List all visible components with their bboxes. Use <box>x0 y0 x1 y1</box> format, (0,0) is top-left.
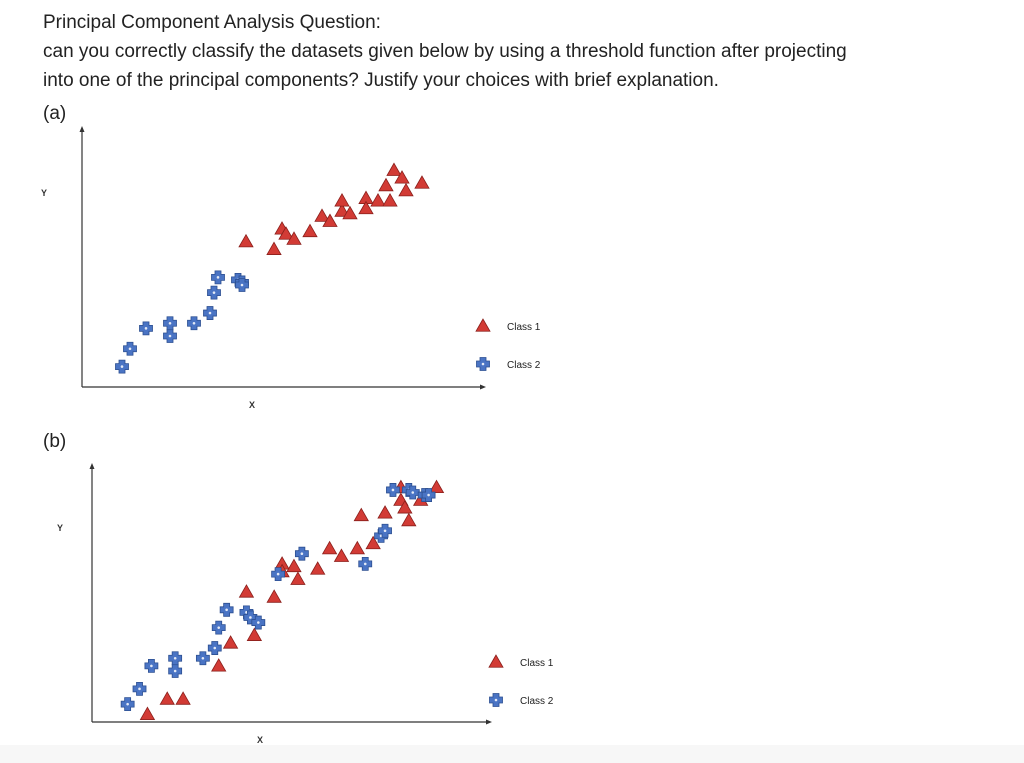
class-1-point-b <box>377 505 393 519</box>
class-1-point-b <box>286 558 302 573</box>
class-1-point-b <box>321 540 338 555</box>
class-2-point-b <box>386 483 400 497</box>
class-2-point-b <box>358 557 373 571</box>
question-line-1: can you correctly classify the datasets … <box>43 41 847 62</box>
class-1-point-b <box>175 691 191 705</box>
class-1-point-a <box>414 175 430 189</box>
class-2-point-a <box>203 306 217 320</box>
class-2-point-b <box>168 664 183 678</box>
class-2-point-b <box>120 697 135 712</box>
series-class-1-a <box>238 162 430 255</box>
class-2-point-b <box>195 651 210 666</box>
class-2-point-a <box>115 359 129 374</box>
series-class-1-b <box>139 479 445 720</box>
class-1-point-b <box>238 584 255 598</box>
class-2-point-a <box>211 270 225 285</box>
class-2-point-b <box>271 567 286 581</box>
y-axis-arrow-b <box>89 463 95 469</box>
legend-class-2-label-a: Class 2 <box>507 360 541 371</box>
class-1-point-a <box>334 203 350 217</box>
class-2-point-b <box>405 485 420 500</box>
series-class-2-b <box>120 483 436 712</box>
class-1-point-b <box>401 512 417 527</box>
legend-class-1-marker-a <box>475 318 491 332</box>
y-axis-label-a: Y <box>41 188 47 198</box>
legend-a: Class 1 Class 2 <box>475 318 541 371</box>
class-1-point-a <box>302 223 318 238</box>
class-2-point-b <box>251 615 266 630</box>
scatter-plot-a: X Y Class 1 Class 2 <box>41 126 541 410</box>
class-2-point-a <box>187 316 201 331</box>
class-2-point-a <box>163 316 177 331</box>
class-2-point-a <box>163 329 177 343</box>
question-title: Principal Component Analysis Question: <box>43 12 381 33</box>
legend-b: Class 1 Class 2 <box>488 654 554 707</box>
class-1-point-b <box>222 635 239 649</box>
class-2-point-b <box>219 602 234 617</box>
class-2-point-a <box>207 285 221 300</box>
class-1-point-a <box>238 233 254 248</box>
class-1-point-b <box>349 540 366 555</box>
legend-class-2-marker-b <box>489 693 503 707</box>
x-axis-arrow-b <box>486 719 492 725</box>
class-1-point-a <box>398 182 414 197</box>
x-axis-arrow-a <box>480 384 486 390</box>
class-2-point-a <box>139 321 153 336</box>
class-1-point-b <box>397 499 413 514</box>
legend-class-1-marker-b <box>488 654 504 668</box>
legend-class-1-label-b: Class 1 <box>520 658 554 669</box>
class-1-point-a <box>342 205 358 220</box>
part-label-b: (b) <box>43 431 67 452</box>
class-2-point-b <box>378 523 392 538</box>
class-1-point-a <box>378 177 394 192</box>
class-1-point-b <box>310 561 326 575</box>
class-1-point-b <box>333 548 350 562</box>
class-2-point-b <box>421 488 436 502</box>
class-1-point-a <box>370 193 386 207</box>
class-2-point-a <box>235 278 249 292</box>
class-1-point-a <box>278 226 294 240</box>
class-2-point-b <box>207 641 222 655</box>
question-line-2: into one of the principal components? Ju… <box>43 70 719 91</box>
class-1-point-b <box>353 507 369 522</box>
class-2-point-b <box>211 620 226 635</box>
question-text: Principal Component Analysis Question: c… <box>43 8 1003 95</box>
class-1-point-a <box>394 170 410 184</box>
class-1-point-a <box>286 231 302 245</box>
class-1-point-b <box>246 627 263 641</box>
x-axis-label-b: X <box>257 735 263 745</box>
y-axis-arrow-a <box>79 126 85 132</box>
class-1-point-a <box>322 213 338 227</box>
class-1-point-b <box>211 658 227 672</box>
class-1-point-b <box>428 479 445 494</box>
y-axis-label-b: Y <box>57 523 63 533</box>
class-2-point-b <box>132 681 147 696</box>
page-footer-strip <box>0 745 1024 763</box>
class-2-point-a <box>123 341 137 356</box>
legend-class-2-marker-a <box>476 357 490 371</box>
class-1-point-b <box>365 535 381 550</box>
part-label-a: (a) <box>43 103 67 124</box>
class-1-point-a <box>334 193 350 207</box>
class-1-point-a <box>382 193 398 207</box>
class-1-point-a <box>314 208 330 222</box>
series-class-2-a <box>115 270 249 374</box>
class-1-point-b <box>290 571 306 585</box>
class-2-point-b <box>294 546 309 561</box>
class-1-point-a <box>386 162 402 176</box>
class-1-point-a <box>266 241 282 255</box>
class-1-point-b <box>139 706 156 720</box>
legend-class-1-label-a: Class 1 <box>507 322 541 333</box>
class-1-point-b <box>266 589 282 603</box>
class-2-point-b <box>144 659 159 673</box>
class-1-point-a <box>358 200 374 215</box>
legend-class-2-label-b: Class 2 <box>520 696 554 707</box>
x-axis-label-a: X <box>249 400 255 410</box>
class-2-point-b <box>168 651 183 666</box>
class-1-point-b <box>159 691 175 705</box>
